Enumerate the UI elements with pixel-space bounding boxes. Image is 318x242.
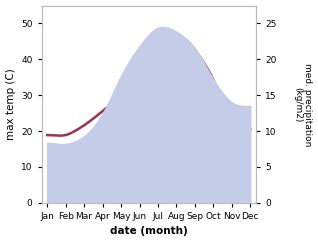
Y-axis label: med. precipitation
(kg/m2): med. precipitation (kg/m2) bbox=[293, 62, 313, 146]
X-axis label: date (month): date (month) bbox=[110, 227, 188, 236]
Y-axis label: max temp (C): max temp (C) bbox=[5, 68, 16, 140]
